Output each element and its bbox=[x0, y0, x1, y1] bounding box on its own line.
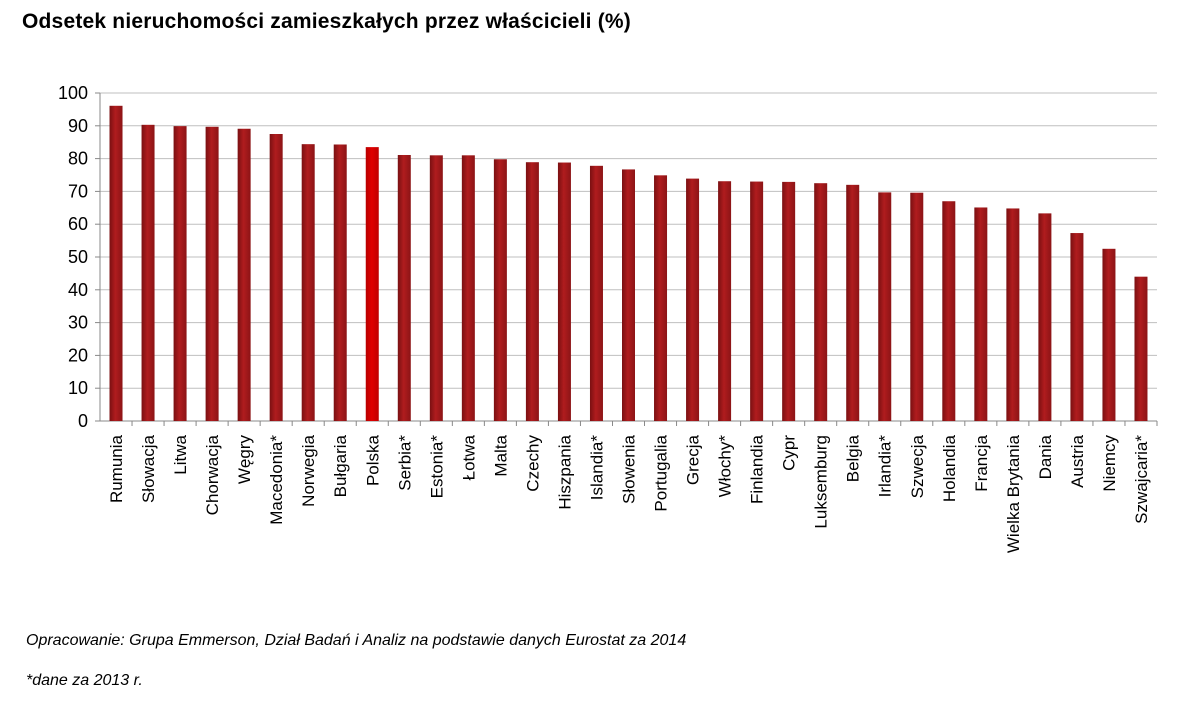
y-tick-label: 80 bbox=[68, 149, 88, 169]
bars bbox=[109, 105, 1148, 422]
x-tick-label: Dania bbox=[1036, 434, 1055, 479]
bar bbox=[814, 183, 828, 421]
x-tick-label: Rumunia bbox=[107, 434, 126, 503]
x-tick-label: Cypr bbox=[780, 435, 799, 471]
y-tick-label: 10 bbox=[68, 378, 88, 398]
bar bbox=[397, 154, 411, 421]
y-tick-labels: 0 10 20 30 40 50 60 70 80 90 100 bbox=[58, 83, 88, 431]
x-tick-label: Słowacja bbox=[139, 434, 158, 503]
bar bbox=[1070, 233, 1084, 421]
bar bbox=[333, 144, 347, 421]
y-tick-label: 100 bbox=[58, 83, 88, 103]
x-tick-label: Polska bbox=[363, 434, 382, 486]
x-tick-label: Austria bbox=[1068, 434, 1087, 487]
x-tick-label: Finlandia bbox=[748, 434, 767, 504]
bar bbox=[910, 192, 924, 421]
bar bbox=[718, 181, 732, 421]
x-tick-label: Litwa bbox=[171, 434, 190, 474]
x-tick-label: Macedonia* bbox=[267, 435, 286, 525]
x-tick-label: Malta bbox=[491, 434, 510, 476]
bar bbox=[750, 181, 764, 421]
bar bbox=[557, 162, 571, 421]
x-tick-label: Niemcy bbox=[1100, 435, 1119, 492]
x-tick-label: Serbia* bbox=[395, 435, 414, 491]
x-tick-label: Wielka Brytania bbox=[1004, 434, 1023, 553]
bar bbox=[782, 181, 796, 421]
x-tick-label: Bułgaria bbox=[331, 434, 350, 497]
bar bbox=[654, 175, 668, 421]
x-tick-label: Łotwa bbox=[459, 434, 478, 480]
x-tick-label: Grecja bbox=[684, 434, 703, 485]
x-tick-label: Norwegia bbox=[299, 434, 318, 506]
y-tick-label: 50 bbox=[68, 247, 88, 267]
x-tick-label: Szwecja bbox=[908, 434, 927, 498]
x-tick-label: Chorwacja bbox=[203, 434, 222, 515]
bar bbox=[846, 184, 860, 421]
x-tick-label: Irlandia* bbox=[876, 435, 895, 498]
bar bbox=[141, 124, 155, 421]
bar bbox=[429, 155, 443, 421]
x-tick-label: Francja bbox=[972, 434, 991, 491]
bar bbox=[109, 105, 123, 422]
y-tick-label: 90 bbox=[68, 116, 88, 136]
bar-chart: 0 10 20 30 40 50 60 70 80 90 100 Rumunia Słowacja Li… bbox=[58, 83, 1158, 553]
x-tick-label: Czechy bbox=[523, 435, 542, 492]
chart-title: Odsetek nieruchomości zamieszkałych prze… bbox=[22, 10, 631, 33]
bar bbox=[237, 128, 251, 421]
bar bbox=[878, 192, 892, 421]
bar bbox=[1102, 248, 1116, 421]
bar bbox=[1134, 276, 1148, 421]
x-tick-label: Holandia bbox=[940, 434, 959, 502]
y-tick-label: 30 bbox=[68, 313, 88, 333]
bar bbox=[686, 178, 700, 421]
bar bbox=[942, 201, 956, 421]
y-tick-label: 0 bbox=[78, 411, 88, 431]
x-tick-label: Belgia bbox=[844, 434, 863, 482]
bar bbox=[461, 155, 475, 421]
bar bbox=[974, 207, 988, 421]
x-tick-labels: Rumunia Słowacja Litwa Chorwacja Węgry Macedo… bbox=[107, 434, 1151, 553]
bar bbox=[205, 126, 219, 421]
bar bbox=[1038, 213, 1052, 421]
bar-highlighted bbox=[365, 147, 379, 421]
y-tick-label: 60 bbox=[68, 214, 88, 234]
x-tick-label: Szwajcaria* bbox=[1132, 435, 1151, 524]
x-tick-label: Słowenia bbox=[620, 434, 639, 504]
bar bbox=[269, 134, 283, 421]
y-tick-label: 20 bbox=[68, 345, 88, 365]
x-tick-label: Włochy* bbox=[716, 435, 735, 498]
y-tick-label: 70 bbox=[68, 181, 88, 201]
bar bbox=[493, 159, 507, 422]
x-tick-label: Estonia* bbox=[427, 435, 446, 499]
bar bbox=[1006, 208, 1020, 421]
source-note: Opracowanie: Grupa Emmerson, Dział Badań… bbox=[26, 632, 687, 649]
bar bbox=[622, 169, 635, 421]
bar bbox=[525, 162, 539, 421]
footnote: *dane za 2013 r. bbox=[26, 672, 143, 689]
bar bbox=[589, 165, 603, 421]
bar bbox=[301, 144, 315, 421]
x-tick-label: Luksemburg bbox=[812, 435, 831, 529]
bar bbox=[173, 126, 187, 422]
y-tick-label: 40 bbox=[68, 280, 88, 300]
x-tick-label: Portugalia bbox=[652, 434, 671, 511]
x-tick-label: Islandia* bbox=[587, 435, 606, 501]
x-tick-label: Węgry bbox=[235, 435, 254, 485]
x-tick-label: Hiszpania bbox=[555, 434, 574, 509]
